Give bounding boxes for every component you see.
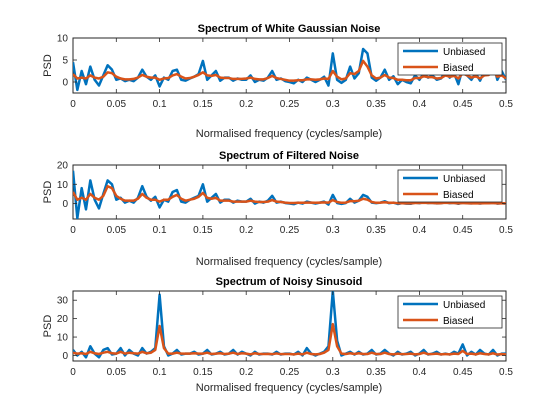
y-tick-label: 0 [62,78,68,89]
x-tick-label: 0.35 [366,225,386,236]
legend-label-unbiased: Unbiased [443,47,485,58]
legend-box [397,42,503,76]
x-axis-label: Normalised frequency (cycles/sample) [196,382,382,394]
x-tick-label: 0.2 [239,225,253,236]
subplot-noisy-sinusoid: Spectrum of Noisy Sinusoid 0 0.05 0.1 0.15 0… [42,276,513,394]
x-tick-label: 0.35 [366,99,386,110]
x-tick-label: 0.15 [193,99,213,110]
y-tick-label: 0 [62,199,68,210]
series-line-biased [73,322,506,356]
x-tick-label: 0.15 [193,225,213,236]
y-tick-label: 10 [57,180,69,191]
x-axis-label: Normalised frequency (cycles/sample) [196,128,382,140]
legend-label-biased: Biased [443,63,474,74]
legend: Unbiased Biased [397,295,503,329]
subplot-title: Spectrum of Filtered Noise [219,150,359,162]
x-tick-label: 0.5 [499,99,513,110]
subplot-title: Spectrum of White Gaussian Noise [198,23,381,35]
y-tick-label: 20 [57,314,69,325]
y-tick-label: 10 [57,34,69,45]
y-tick-label: 5 [62,56,68,67]
x-axis-label: Normalised frequency (cycles/sample) [196,256,382,268]
x-tick-label: 0.05 [107,367,127,378]
y-tick-label: 20 [57,161,69,172]
y-tick-label: 0 [62,351,68,362]
x-tick-label: 0.15 [193,367,213,378]
x-tick-label: 0.2 [239,367,253,378]
legend-box [397,169,503,203]
x-tick-label: 0.25 [280,367,300,378]
y-axis-label: PSD [42,315,54,338]
x-tick-label: 0.5 [499,367,513,378]
subplot-white-noise: Spectrum of White Gaussian Noise 0 0.05 0.… [42,23,513,140]
x-tick-label: 0.45 [453,367,473,378]
x-tick-label: 0.4 [412,99,426,110]
x-tick-label: 0.05 [107,225,127,236]
legend-box [397,295,503,329]
x-tick-label: 0.25 [280,99,300,110]
x-tick-label: 0 [70,99,76,110]
y-axis-label: PSD [42,54,54,77]
legend: Unbiased Biased [397,42,503,76]
x-tick-label: 0.1 [153,225,167,236]
y-axis-label: PSD [42,181,54,204]
x-tick-label: 0.1 [153,99,167,110]
x-tick-label: 0.25 [280,225,300,236]
x-tick-label: 0.45 [453,99,473,110]
x-tick-label: 0.4 [412,367,426,378]
legend-label-biased: Biased [443,190,474,201]
x-tick-label: 0.05 [107,99,127,110]
series-line-biased [73,59,506,82]
legend-label-unbiased: Unbiased [443,174,485,185]
x-tick-label: 0.1 [153,367,167,378]
x-tick-label: 0.3 [326,99,340,110]
y-tick-label: 10 [57,333,69,344]
x-tick-label: 0.2 [239,99,253,110]
subplot-title: Spectrum of Noisy Sinusoid [216,276,363,288]
series-line-biased [73,184,506,205]
subplot-filtered-noise: Spectrum of Filtered Noise 0 0.05 0.1 0.15 0… [42,150,513,268]
y-tick-label: 30 [57,296,69,307]
x-tick-label: 0.35 [366,367,386,378]
x-tick-label: 0 [70,367,76,378]
legend-label-unbiased: Unbiased [443,300,485,311]
legend: Unbiased Biased [397,169,503,203]
x-tick-label: 0.3 [326,225,340,236]
x-tick-label: 0.4 [412,225,426,236]
x-tick-label: 0.5 [499,225,513,236]
x-tick-label: 0 [70,225,76,236]
x-tick-label: 0.45 [453,225,473,236]
legend-label-biased: Biased [443,316,474,327]
x-tick-label: 0.3 [326,367,340,378]
